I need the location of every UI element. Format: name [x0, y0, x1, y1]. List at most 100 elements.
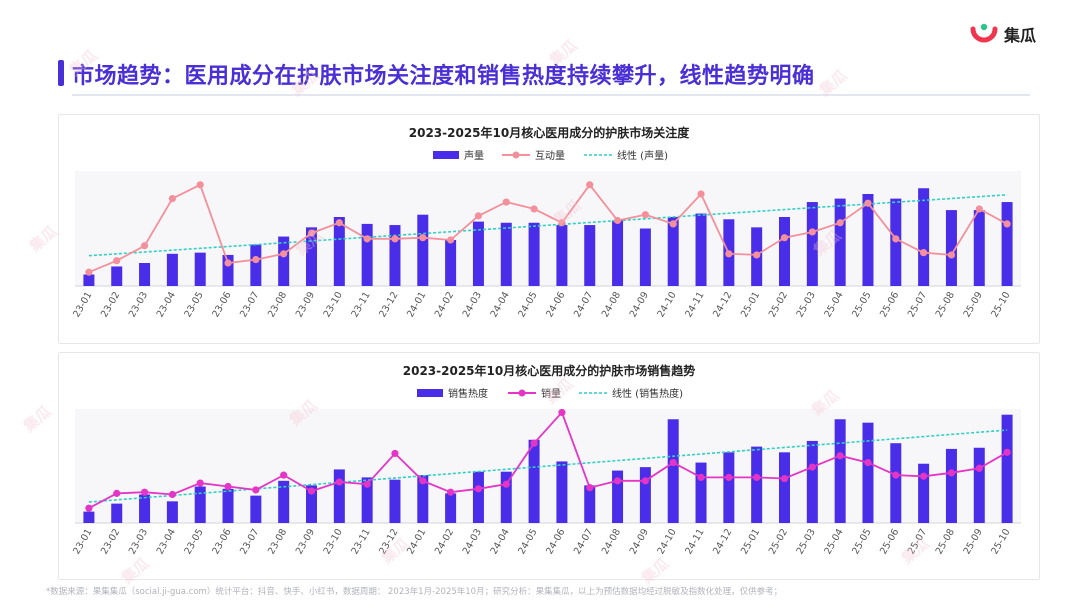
brand-mark-icon [970, 23, 998, 43]
point-24-01 [419, 477, 427, 485]
x-tick-label: 25-03 [795, 527, 818, 556]
x-tick-label: 24-05 [516, 290, 539, 319]
page-title: 市场趋势：医用成分在护肤市场关注度和销售热度持续攀升，线性趋势明确 [72, 64, 815, 89]
bar-25-01 [751, 446, 763, 523]
point-23-02 [113, 257, 121, 265]
point-23-06 [224, 259, 232, 267]
point-24-01 [419, 234, 427, 242]
point-24-09 [641, 477, 649, 485]
x-tick-label: 23-03 [127, 527, 150, 556]
point-25-05 [864, 199, 872, 207]
legend-line-marker [512, 151, 520, 159]
x-tick-label: 24-03 [461, 290, 484, 319]
bar-23-06 [222, 254, 234, 286]
bar-24-03 [472, 221, 484, 286]
x-tick-label: 23-06 [210, 290, 233, 319]
point-23-09 [307, 229, 316, 237]
x-tick-label: 24-06 [544, 527, 567, 556]
x-tick-label: 24-10 [655, 527, 678, 556]
point-24-10 [669, 220, 677, 228]
bar-24-02 [445, 493, 457, 523]
x-tick-label: 24-10 [655, 290, 678, 319]
x-tick-label: 23-10 [322, 527, 345, 556]
x-tick-label: 25-07 [906, 290, 929, 319]
chart-title: 2023-2025年10月核心医用成分的护肤市场关注度 [409, 125, 690, 140]
bar-23-09 [306, 227, 317, 286]
point-24-11 [697, 190, 705, 198]
x-tick-label: 23-12 [377, 527, 400, 556]
point-25-05 [864, 458, 872, 467]
x-tick-label: 24-05 [516, 527, 539, 556]
legend-label: 线性 (声量) [617, 149, 668, 162]
bar-25-02 [779, 217, 790, 286]
x-tick-label: 25-06 [878, 290, 901, 319]
x-tick-label: 24-12 [711, 290, 734, 319]
sales-chart-panel: 2023-2025年10月核心医用成分的护肤市场销售趋势 销售热度 销量 线性 (销售… [58, 352, 1040, 580]
bar-25-05 [862, 194, 874, 286]
point-24-03 [474, 212, 483, 220]
x-tick-label: 23-02 [99, 527, 122, 556]
x-tick-label: 23-01 [71, 290, 94, 319]
bar-25-10 [1001, 414, 1013, 523]
bar-series [83, 414, 1013, 523]
x-tick-label: 25-07 [906, 527, 929, 556]
bar-24-11 [695, 462, 707, 523]
x-tick-label: 24-04 [489, 527, 512, 556]
point-23-11 [363, 480, 371, 488]
bar-24-03 [472, 471, 484, 523]
bar-23-11 [361, 223, 373, 286]
point-24-07 [586, 181, 594, 189]
point-23-07 [252, 255, 260, 264]
x-tick-label: 24-12 [711, 527, 734, 556]
x-tick-labels: 23-01 23-02 23-03 23-04 23-05 23-06 23-07 23-08… [71, 290, 1013, 319]
bar-25-08 [945, 210, 957, 286]
point-25-08 [947, 469, 956, 477]
point-23-08 [280, 250, 288, 258]
point-24-02 [447, 236, 455, 244]
bar-23-01 [83, 511, 95, 523]
point-24-06 [558, 219, 566, 227]
bar-23-08 [278, 480, 290, 523]
point-23-12 [391, 235, 399, 243]
bar-23-10 [333, 469, 345, 523]
point-25-02 [780, 474, 789, 483]
bar-24-09 [639, 228, 651, 286]
legend-bar-swatch [433, 151, 459, 159]
x-tick-label: 23-08 [266, 527, 289, 556]
x-tick-label: 24-11 [683, 290, 706, 319]
x-tick-label: 23-01 [71, 527, 94, 556]
bar-23-02 [111, 266, 123, 286]
bar-24-06 [556, 225, 568, 286]
point-25-09 [975, 464, 983, 472]
line-series [88, 183, 1008, 274]
point-25-02 [780, 234, 789, 242]
point-24-04 [502, 198, 510, 206]
point-25-07 [920, 249, 928, 257]
x-tick-label: 24-01 [405, 290, 428, 319]
x-tick-label: 23-10 [322, 290, 345, 319]
x-tick-label: 23-09 [294, 290, 317, 319]
bar-25-03 [806, 440, 818, 523]
point-24-12 [725, 473, 733, 481]
bar-23-05 [194, 252, 206, 286]
x-tick-label: 23-11 [349, 290, 372, 319]
legend-line-marker [518, 389, 526, 397]
bar-25-04 [834, 198, 846, 286]
bar-24-10 [667, 217, 679, 286]
x-tick-labels: 23-01 23-02 23-03 23-04 23-05 23-06 23-07 23-08… [71, 527, 1013, 556]
bar-23-03 [139, 494, 151, 523]
x-tick-label: 25-02 [767, 527, 790, 556]
bar-23-07 [250, 495, 262, 523]
point-23-01 [85, 268, 93, 276]
point-23-04 [168, 195, 176, 203]
bar-24-08 [612, 220, 624, 286]
x-tick-label: 23-05 [182, 527, 205, 556]
x-tick-label: 25-08 [934, 290, 957, 319]
x-tick-label: 25-08 [934, 527, 957, 556]
bar-25-05 [862, 422, 874, 523]
point-24-11 [697, 473, 705, 481]
legend-label: 销量 [541, 387, 561, 400]
watermark: 集瓜 [20, 402, 55, 436]
x-tick-label: 25-04 [822, 290, 845, 319]
